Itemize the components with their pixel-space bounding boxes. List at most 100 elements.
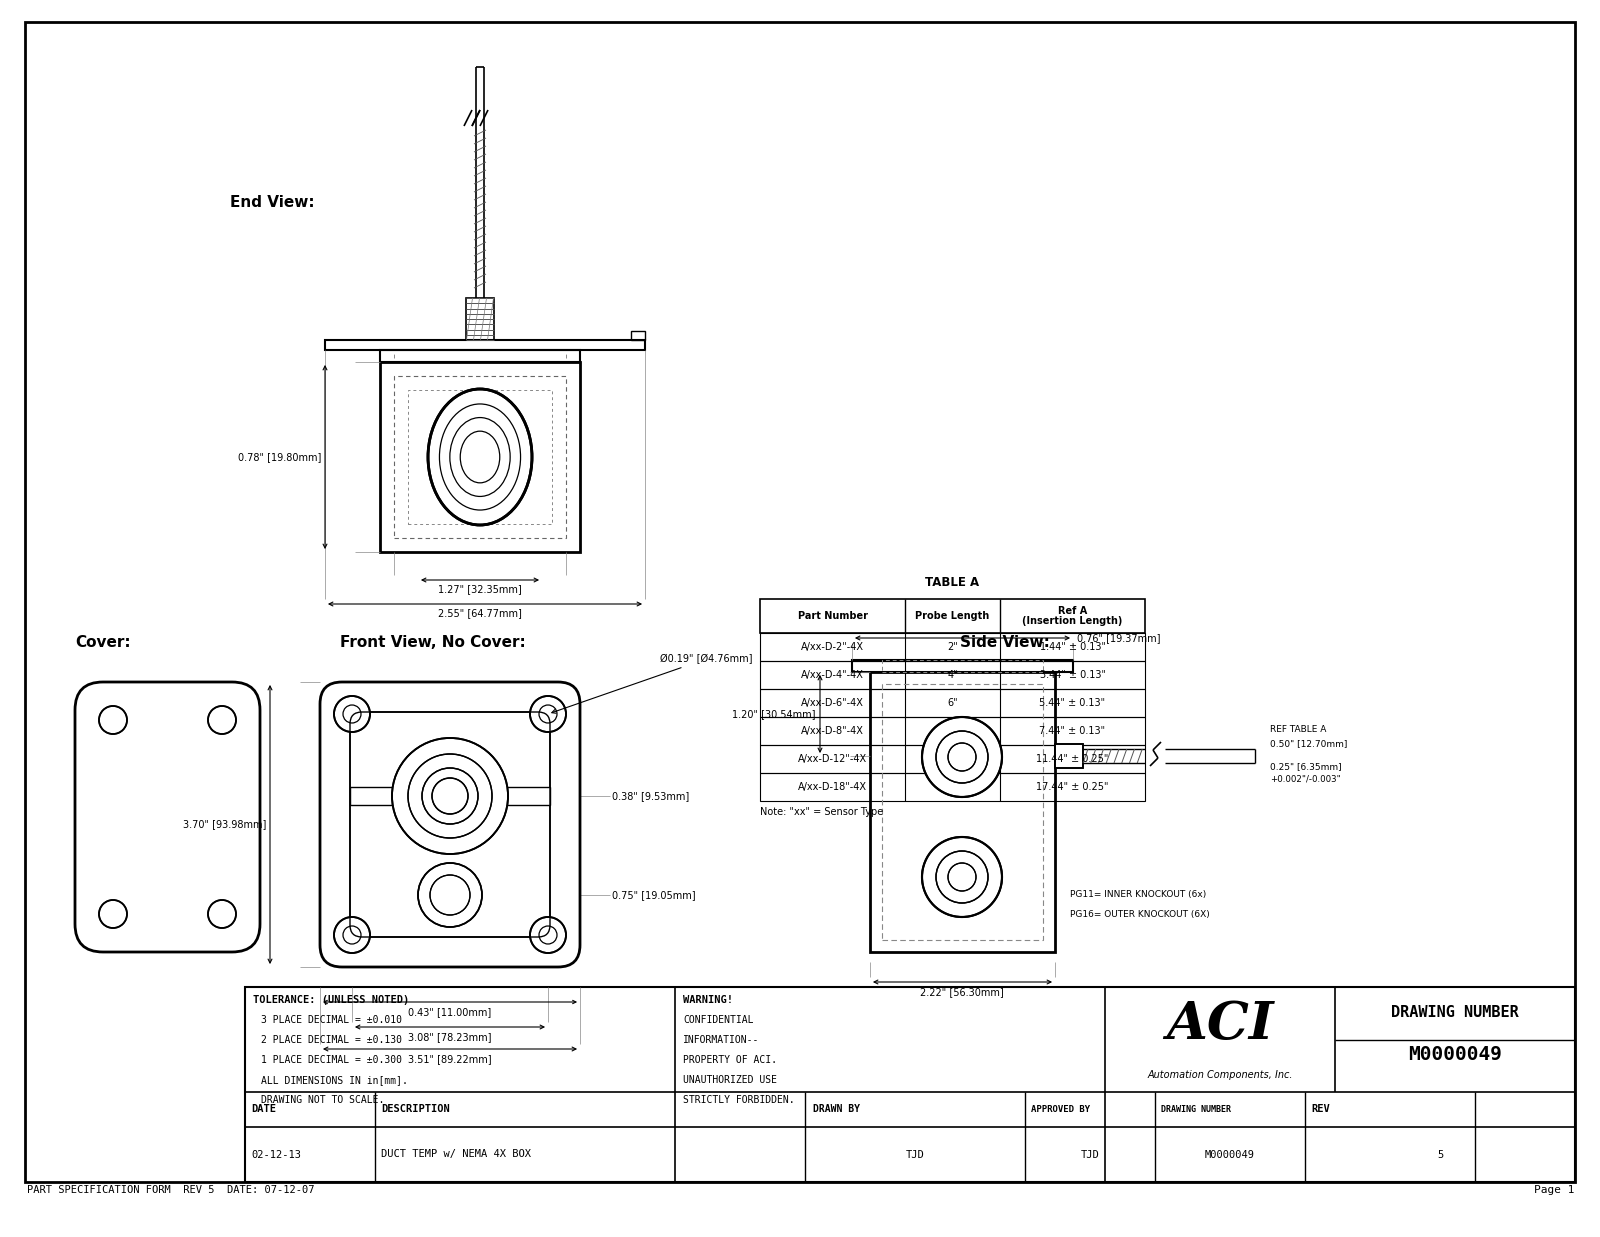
Bar [466, 298, 494, 340]
Circle shape [334, 696, 370, 732]
Text: 5: 5 [1437, 1149, 1443, 1159]
Text: 1 PLACE DECIMAL = ±0.300: 1 PLACE DECIMAL = ±0.300 [261, 1055, 402, 1065]
Text: 8": 8" [947, 726, 958, 736]
Text: WARNING!: WARNING! [683, 995, 733, 1004]
Text: INFORMATION--: INFORMATION-- [683, 1035, 760, 1045]
Circle shape [208, 901, 237, 928]
Text: A/xx-D-2"-4X: A/xx-D-2"-4X [802, 642, 864, 652]
Text: Note: "xx" = Sensor Type: Note: "xx" = Sensor Type [760, 807, 883, 816]
Text: REV: REV [1310, 1105, 1330, 1115]
Text: 3.44" ± 0.13": 3.44" ± 0.13" [1040, 670, 1106, 680]
Text: Side View:: Side View: [960, 635, 1050, 649]
Text: CONFIDENTIAL: CONFIDENTIAL [683, 1016, 754, 1025]
Text: PART SPECIFICATION FORM  REV 5  DATE: 07-12-07: PART SPECIFICATION FORM REV 5 DATE: 07-1… [27, 1185, 315, 1195]
Bar [882, 661, 1043, 672]
Text: TABLE A: TABLE A [925, 576, 979, 590]
Text: Ref A
(Insertion Length): Ref A (Insertion Length) [1022, 606, 1123, 626]
Text: 5.44" ± 0.13": 5.44" ± 0.13" [1040, 698, 1106, 708]
Text: 6": 6" [947, 698, 958, 708]
Text: 3.51" [89.22mm]: 3.51" [89.22mm] [408, 1054, 491, 1064]
Circle shape [530, 696, 566, 732]
Text: A/xx-D-6"-4X: A/xx-D-6"-4X [802, 698, 864, 708]
Circle shape [936, 851, 989, 903]
Text: DRAWN BY: DRAWN BY [813, 1105, 861, 1115]
Circle shape [99, 901, 126, 928]
Circle shape [530, 917, 566, 952]
Text: PROPERTY OF ACI.: PROPERTY OF ACI. [683, 1055, 778, 1065]
Text: DUCT TEMP w/ NEMA 4X BOX: DUCT TEMP w/ NEMA 4X BOX [381, 1149, 531, 1159]
Text: DESCRIPTION: DESCRIPTION [381, 1105, 450, 1115]
Bar [851, 661, 1074, 672]
Text: 1.20" [30.54mm]: 1.20" [30.54mm] [733, 709, 816, 719]
Bar [760, 599, 1146, 633]
Bar [760, 689, 1146, 717]
Text: +0.002"/-0.003": +0.002"/-0.003" [1270, 774, 1341, 783]
Text: 1.27" [32.35mm]: 1.27" [32.35mm] [438, 584, 522, 594]
Bar [381, 350, 579, 362]
Text: 0.76" [19.37mm]: 0.76" [19.37mm] [1077, 633, 1160, 643]
Text: 12": 12" [944, 755, 962, 764]
Circle shape [99, 706, 126, 734]
Text: STRICTLY FORBIDDEN.: STRICTLY FORBIDDEN. [683, 1095, 795, 1105]
Circle shape [936, 731, 989, 783]
Circle shape [208, 706, 237, 734]
Text: 0.75" [19.05mm]: 0.75" [19.05mm] [611, 889, 696, 901]
Text: PG16= OUTER KNOCKOUT (6X): PG16= OUTER KNOCKOUT (6X) [1070, 909, 1210, 919]
Text: 3 PLACE DECIMAL = ±0.010: 3 PLACE DECIMAL = ±0.010 [261, 1016, 402, 1025]
Text: 0.50" [12.70mm]: 0.50" [12.70mm] [1270, 738, 1347, 748]
Text: A/xx-D-18"-4X: A/xx-D-18"-4X [798, 782, 867, 792]
Text: A/xx-D-8"-4X: A/xx-D-8"-4X [802, 726, 864, 736]
Text: 2.22" [56.30mm]: 2.22" [56.30mm] [920, 987, 1003, 997]
Circle shape [418, 863, 482, 927]
Text: DRAWING NOT TO SCALE.: DRAWING NOT TO SCALE. [261, 1095, 384, 1105]
Bar [760, 773, 1146, 802]
Text: TJD: TJD [1080, 1149, 1099, 1159]
Text: 3.70" [93.98mm]: 3.70" [93.98mm] [182, 819, 266, 830]
Circle shape [334, 917, 370, 952]
Text: REF TABLE A: REF TABLE A [1270, 725, 1326, 734]
Text: ALL DIMENSIONS IN in[mm].: ALL DIMENSIONS IN in[mm]. [261, 1075, 408, 1085]
Text: DATE: DATE [251, 1105, 277, 1115]
Bar [760, 717, 1146, 745]
Text: Part Number: Part Number [797, 611, 867, 621]
Bar [408, 390, 552, 524]
Text: UNAUTHORIZED USE: UNAUTHORIZED USE [683, 1075, 778, 1085]
Ellipse shape [429, 388, 531, 524]
Text: 18": 18" [944, 782, 962, 792]
Bar [760, 661, 1146, 689]
Circle shape [408, 755, 493, 837]
Bar [760, 745, 1146, 773]
Bar [381, 362, 579, 552]
Text: Cover:: Cover: [75, 635, 131, 649]
Bar [245, 987, 1574, 1183]
Text: 0.25" [6.35mm]: 0.25" [6.35mm] [1270, 762, 1342, 771]
Bar [498, 787, 550, 805]
Text: M0000049: M0000049 [1408, 1044, 1502, 1064]
Circle shape [922, 837, 1002, 917]
Text: 0.43" [11.00mm]: 0.43" [11.00mm] [408, 1007, 491, 1017]
Text: 2 PLACE DECIMAL = ±0.130: 2 PLACE DECIMAL = ±0.130 [261, 1035, 402, 1045]
Bar [350, 787, 403, 805]
Text: TJD: TJD [906, 1149, 925, 1159]
Text: 7.44" ± 0.13": 7.44" ± 0.13" [1040, 726, 1106, 736]
Text: A/xx-D-4"-4X: A/xx-D-4"-4X [802, 670, 864, 680]
Text: Automation Components, Inc.: Automation Components, Inc. [1147, 1070, 1293, 1080]
Text: Front View, No Cover:: Front View, No Cover: [339, 635, 526, 649]
Bar [1054, 743, 1083, 768]
Bar [394, 376, 566, 538]
Circle shape [392, 738, 509, 854]
Text: 3.08" [78.23mm]: 3.08" [78.23mm] [408, 1032, 491, 1042]
Bar [1054, 743, 1083, 768]
Text: 17.44" ± 0.25": 17.44" ± 0.25" [1037, 782, 1109, 792]
Bar [325, 340, 645, 350]
Text: 2": 2" [947, 642, 958, 652]
Circle shape [947, 743, 976, 771]
Text: ACI: ACI [1166, 999, 1274, 1050]
Text: TOLERANCE: (UNLESS NOTED): TOLERANCE: (UNLESS NOTED) [253, 995, 410, 1004]
Circle shape [430, 875, 470, 915]
Bar [630, 332, 645, 340]
Text: DRAWING NUMBER: DRAWING NUMBER [1162, 1105, 1230, 1115]
Text: DRAWING NUMBER: DRAWING NUMBER [1390, 1004, 1518, 1021]
Bar [350, 713, 550, 936]
Text: 0.78" [19.80mm]: 0.78" [19.80mm] [238, 452, 322, 461]
